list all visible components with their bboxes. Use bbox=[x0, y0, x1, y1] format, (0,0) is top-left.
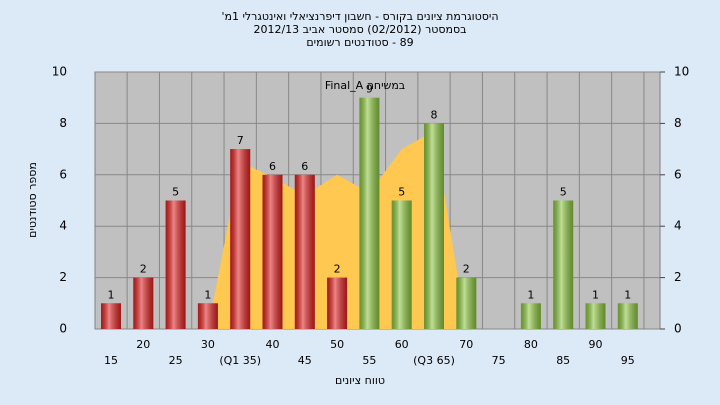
bar-shine bbox=[294, 174, 315, 329]
value-label: 5 bbox=[560, 186, 567, 199]
x-tick-label: 95 bbox=[621, 354, 635, 367]
x-tick-label: (Q1 35) bbox=[219, 354, 261, 367]
bar-shine bbox=[359, 97, 380, 329]
x-tick-label: 80 bbox=[524, 338, 538, 351]
x-tick-label: 60 bbox=[395, 338, 409, 351]
bar-shine bbox=[133, 277, 154, 329]
y-tick-label: 6 bbox=[59, 167, 67, 181]
bar-shine bbox=[230, 149, 251, 329]
x-tick-label: 30 bbox=[201, 338, 215, 351]
x-tick-label: 25 bbox=[169, 354, 183, 367]
x-axis-label: טווח ציונים bbox=[335, 374, 385, 387]
bar-shine bbox=[262, 174, 283, 329]
bar-shine bbox=[101, 303, 121, 329]
x-tick-label: 45 bbox=[298, 354, 312, 367]
y-tick-label: 4 bbox=[59, 219, 67, 233]
y-axis-label: מספר סטודנטים bbox=[26, 162, 39, 238]
x-tick-label: 55 bbox=[362, 354, 376, 367]
bar-shine bbox=[520, 303, 541, 329]
y-tick-label: 0 bbox=[59, 322, 67, 336]
chart-subtitle: בסמסטר (02/2012) סמסטר אביב 2012/13 bbox=[253, 23, 466, 36]
y2-tick-label: 10 bbox=[674, 65, 689, 79]
value-label: 5 bbox=[172, 186, 179, 199]
value-label: 2 bbox=[463, 263, 470, 276]
value-label: 7 bbox=[237, 134, 244, 147]
x-tick-label: (Q3 65) bbox=[413, 354, 455, 367]
chart-title: היסטוגרמת ציונים בקורס - חשבון דיפרנציאל… bbox=[221, 10, 498, 23]
bar-shine bbox=[553, 200, 574, 329]
y2-tick-label: 4 bbox=[674, 219, 682, 233]
value-label: 1 bbox=[527, 288, 534, 301]
bar-shine bbox=[197, 303, 218, 329]
value-label: 1 bbox=[108, 288, 115, 301]
value-label: 8 bbox=[431, 108, 438, 121]
x-tick-label: 70 bbox=[459, 338, 473, 351]
x-tick-label: 75 bbox=[492, 354, 506, 367]
x-tick-label: 50 bbox=[330, 338, 344, 351]
x-tick-label: 15 bbox=[104, 354, 118, 367]
bar-shine bbox=[327, 277, 348, 329]
value-label: 6 bbox=[269, 160, 276, 173]
y2-tick-label: 0 bbox=[674, 322, 682, 336]
chart-subtitle: 89 - סטודנטים רשומים bbox=[306, 36, 413, 49]
value-label: 2 bbox=[140, 263, 147, 276]
bar-shine bbox=[585, 303, 606, 329]
y2-tick-label: 6 bbox=[674, 167, 682, 181]
x-tick-label: 40 bbox=[266, 338, 280, 351]
y2-tick-label: 8 bbox=[674, 116, 682, 130]
bar-shine bbox=[165, 200, 186, 329]
bar-shine bbox=[456, 277, 477, 329]
value-label: 1 bbox=[204, 288, 211, 301]
x-tick-label: 20 bbox=[136, 338, 150, 351]
value-label: 1 bbox=[592, 288, 599, 301]
x-tick-label: 90 bbox=[589, 338, 603, 351]
y2-tick-label: 2 bbox=[674, 270, 682, 284]
value-label: 1 bbox=[624, 288, 631, 301]
value-label: 2 bbox=[334, 263, 341, 276]
annotation: Final_A במשיחה bbox=[325, 79, 405, 92]
value-label: 5 bbox=[398, 186, 405, 199]
bar-shine bbox=[617, 303, 638, 329]
bar-shine bbox=[391, 200, 412, 329]
value-label: 6 bbox=[301, 160, 308, 173]
x-tick-label: 85 bbox=[556, 354, 570, 367]
y-tick-label: 10 bbox=[52, 65, 67, 79]
y-tick-label: 8 bbox=[59, 116, 67, 130]
value-label: 9 bbox=[366, 83, 373, 96]
bar-shine bbox=[424, 123, 444, 330]
y-tick-label: 2 bbox=[59, 270, 67, 284]
